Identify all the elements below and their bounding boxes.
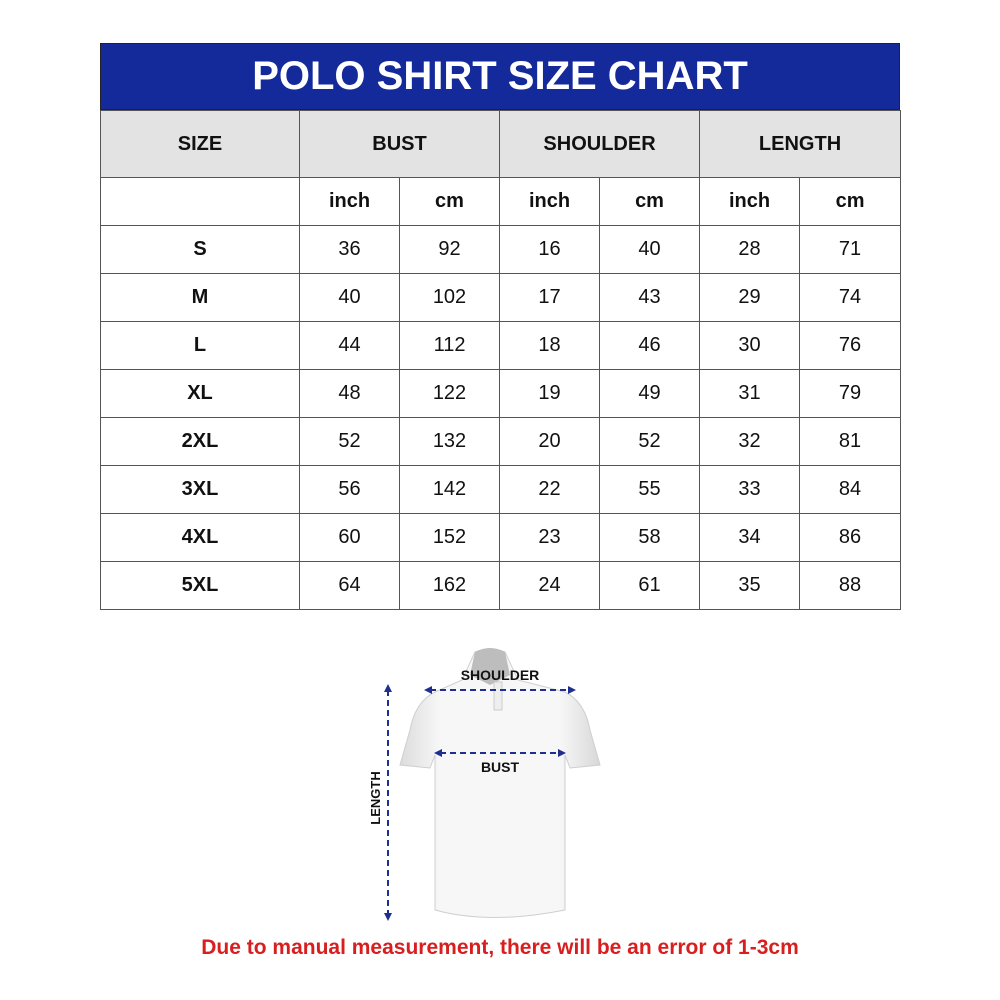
table-row: S 36 92 16 40 28 71: [100, 225, 902, 274]
value-cell: 86: [799, 513, 902, 562]
value-cell: 61: [599, 561, 701, 610]
value-cell: 33: [699, 465, 801, 514]
value-cell: 19: [499, 369, 601, 418]
value-cell: 31: [699, 369, 801, 418]
value-cell: 48: [299, 369, 400, 418]
value-cell: 162: [398, 561, 501, 610]
unit-cell: cm: [599, 177, 701, 226]
value-cell: 44: [299, 321, 400, 370]
value-cell: 52: [299, 417, 400, 466]
value-cell: 142: [398, 465, 501, 514]
value-cell: 32: [699, 417, 801, 466]
value-cell: 24: [499, 561, 601, 610]
unit-cell: cm: [398, 177, 501, 226]
size-cell: S: [100, 225, 300, 274]
value-cell: 81: [799, 417, 902, 466]
table-row: XL 48 122 19 49 31 79: [100, 369, 902, 418]
value-cell: 92: [398, 225, 501, 274]
size-cell: 3XL: [100, 465, 300, 514]
empty-cell: [100, 177, 300, 226]
value-cell: 84: [799, 465, 902, 514]
value-cell: 64: [299, 561, 400, 610]
size-cell: M: [100, 273, 300, 322]
value-cell: 43: [599, 273, 701, 322]
value-cell: 52: [599, 417, 701, 466]
size-cell: 5XL: [100, 561, 300, 610]
polo-shirt-diagram: SHOULDER BUST LENGTH: [368, 648, 601, 921]
size-cell: L: [100, 321, 300, 370]
value-cell: 49: [599, 369, 701, 418]
size-cell: 2XL: [100, 417, 300, 466]
page-title: POLO SHIRT SIZE CHART: [100, 43, 900, 110]
table-row: 3XL 56 142 22 55 33 84: [100, 465, 902, 514]
table-row: L 44 112 18 46 30 76: [100, 321, 902, 370]
value-cell: 112: [398, 321, 501, 370]
table-row: 5XL 64 162 24 61 35 88: [100, 561, 902, 610]
shoulder-label: SHOULDER: [461, 667, 540, 683]
unit-row: inch cm inch cm inch cm: [100, 177, 902, 226]
value-cell: 122: [398, 369, 501, 418]
value-cell: 55: [599, 465, 701, 514]
header-length: LENGTH: [699, 110, 902, 178]
value-cell: 17: [499, 273, 601, 322]
table-row: 2XL 52 132 20 52 32 81: [100, 417, 902, 466]
value-cell: 132: [398, 417, 501, 466]
value-cell: 88: [799, 561, 902, 610]
header-size: SIZE: [100, 110, 300, 178]
value-cell: 29: [699, 273, 801, 322]
header-bust: BUST: [298, 110, 501, 178]
value-cell: 58: [599, 513, 701, 562]
unit-cell: cm: [799, 177, 902, 226]
unit-cell: inch: [699, 177, 801, 226]
value-cell: 152: [398, 513, 501, 562]
value-cell: 40: [599, 225, 701, 274]
value-cell: 46: [599, 321, 701, 370]
size-cell: XL: [100, 369, 300, 418]
value-cell: 60: [299, 513, 400, 562]
header-shoulder: SHOULDER: [499, 110, 701, 178]
value-cell: 79: [799, 369, 902, 418]
value-cell: 76: [799, 321, 902, 370]
size-table: SIZE BUST SHOULDER LENGTH inch cm inch c…: [100, 110, 902, 610]
value-cell: 30: [699, 321, 801, 370]
value-cell: 16: [499, 225, 601, 274]
value-cell: 40: [299, 273, 400, 322]
length-label: LENGTH: [368, 771, 383, 824]
value-cell: 56: [299, 465, 400, 514]
table-row: M 40 102 17 43 29 74: [100, 273, 902, 322]
value-cell: 18: [499, 321, 601, 370]
value-cell: 22: [499, 465, 601, 514]
collar: [470, 648, 510, 685]
value-cell: 23: [499, 513, 601, 562]
value-cell: 35: [699, 561, 801, 610]
bust-label: BUST: [481, 759, 520, 775]
value-cell: 71: [799, 225, 902, 274]
value-cell: 28: [699, 225, 801, 274]
value-cell: 102: [398, 273, 501, 322]
value-cell: 74: [799, 273, 902, 322]
size-cell: 4XL: [100, 513, 300, 562]
value-cell: 36: [299, 225, 400, 274]
value-cell: 20: [499, 417, 601, 466]
unit-cell: inch: [499, 177, 601, 226]
table-row: 4XL 60 152 23 58 34 86: [100, 513, 902, 562]
value-cell: 34: [699, 513, 801, 562]
unit-cell: inch: [299, 177, 400, 226]
measurement-note: Due to manual measurement, there will be…: [201, 936, 799, 959]
